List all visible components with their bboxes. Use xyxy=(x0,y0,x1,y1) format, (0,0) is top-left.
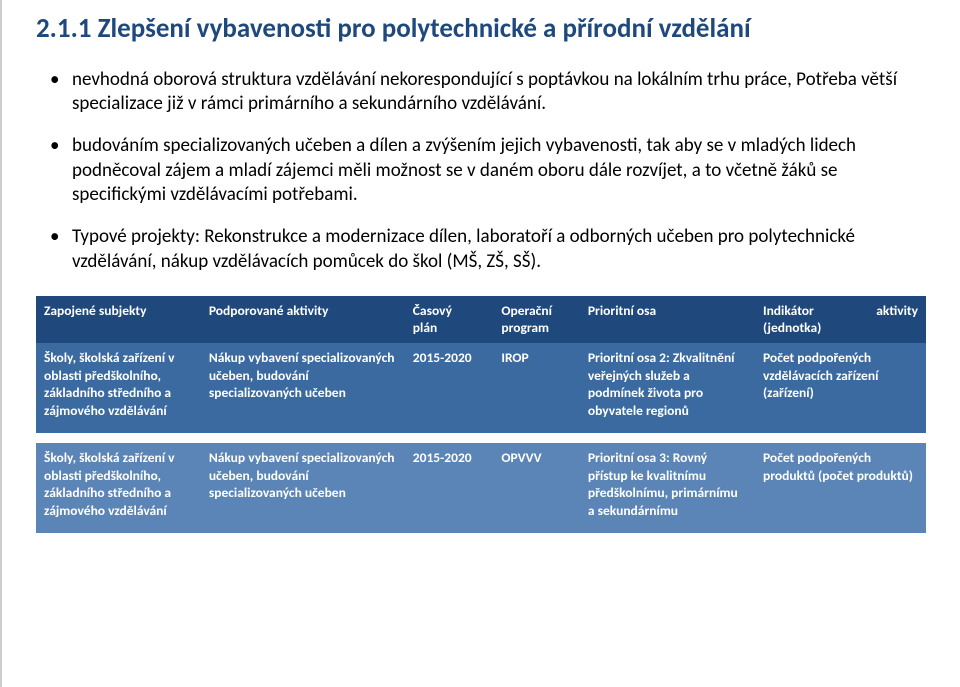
cell-time: 2015-2020 xyxy=(405,343,494,433)
cell-activities: Nákup vybavení specializovaných učeben, … xyxy=(201,443,405,533)
table-row-gap xyxy=(36,433,926,443)
th-indicator: Indikátor aktivity (jednotka) xyxy=(755,296,926,343)
th-indicator-l1: Indikátor xyxy=(763,302,814,320)
table-row: Školy, školská zařízení v oblasti předšk… xyxy=(36,343,926,433)
th-time-l2: plán xyxy=(413,319,437,336)
cell-program: IROP xyxy=(493,343,580,433)
page-title: 2.1.1 Zlepšení vybavenosti pro polytechn… xyxy=(36,12,926,46)
cell-time: 2015-2020 xyxy=(405,443,494,533)
cell-program: OPVVV xyxy=(493,443,580,533)
bullet-lead: Typové projekty: xyxy=(72,225,204,248)
th-time: Časový plán xyxy=(405,296,494,343)
bullet-text: nevhodná oborová struktura vzdělávání ne… xyxy=(72,68,897,115)
bullet-item: Typové projekty: Rekonstrukce a moderniz… xyxy=(72,225,926,274)
bullet-text: budováním specializovaných učeben a díle… xyxy=(72,134,856,206)
table-wrap: Zapojené subjekty Podporované aktivity Č… xyxy=(36,296,926,533)
th-indicator-l3: (jednotka) xyxy=(763,319,821,336)
th-axis: Prioritní osa xyxy=(580,296,755,343)
data-table: Zapojené subjekty Podporované aktivity Č… xyxy=(36,296,926,533)
cell-axis: Prioritní osa 3: Rovný přístup ke kvalit… xyxy=(580,443,755,533)
cell-subjects: Školy, školská zařízení v oblasti předšk… xyxy=(36,443,201,533)
th-program-l1: Operační xyxy=(501,302,552,319)
page: 2.1.1 Zlepšení vybavenosti pro polytechn… xyxy=(0,0,960,687)
th-indicator-l2: aktivity xyxy=(876,302,918,320)
th-program-l2: program xyxy=(501,319,549,336)
th-program: Operační program xyxy=(493,296,580,343)
bullet-item: nevhodná oborová struktura vzdělávání ne… xyxy=(72,68,926,117)
bullet-list: nevhodná oborová struktura vzdělávání ne… xyxy=(36,68,926,274)
th-activities: Podporované aktivity xyxy=(201,296,405,343)
cell-activities: Nákup vybavení specializovaných učeben, … xyxy=(201,343,405,433)
cell-subjects: Školy, školská zařízení v oblasti předšk… xyxy=(36,343,201,433)
cell-axis: Prioritní osa 2: Zkvalitnění veřejných s… xyxy=(580,343,755,433)
cell-indicator: Počet podpořených produktů (počet produk… xyxy=(755,443,926,533)
th-time-l1: Časový xyxy=(413,302,452,319)
table-row: Školy, školská zařízení v oblasti předšk… xyxy=(36,443,926,533)
th-subjects: Zapojené subjekty xyxy=(36,296,201,343)
cell-indicator: Počet podpořených vzdělávacích zařízení … xyxy=(755,343,926,433)
table-head-row: Zapojené subjekty Podporované aktivity Č… xyxy=(36,296,926,343)
bullet-item: budováním specializovaných učeben a díle… xyxy=(72,134,926,207)
